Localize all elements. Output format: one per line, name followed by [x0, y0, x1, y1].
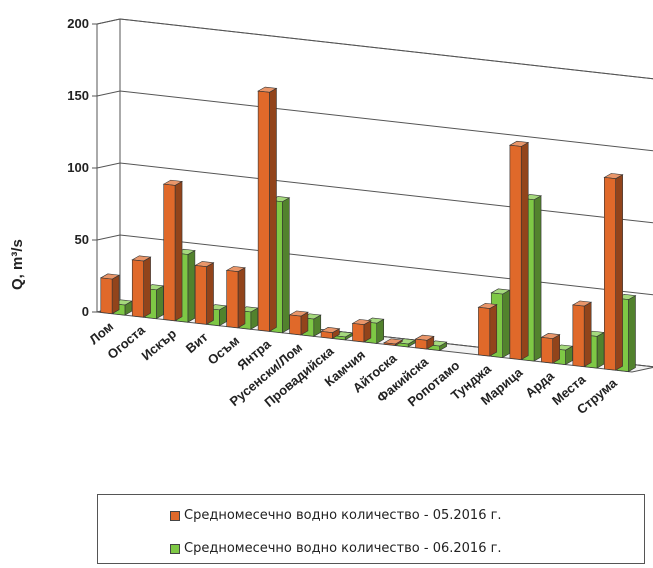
legend-swatch-06-2016	[170, 543, 180, 554]
bar-05-2016	[162, 179, 183, 322]
bar-05-2016	[603, 173, 624, 371]
y-tick-label: 0	[82, 304, 89, 319]
category-label: Лом	[86, 319, 116, 348]
y-tick-label: 100	[67, 160, 89, 175]
bar-05-2016	[383, 338, 404, 346]
bar-05-2016	[540, 333, 561, 364]
gridline	[96, 234, 653, 296]
legend-item-05-2016: Средномесечно водно количество - 05.2016…	[170, 508, 502, 523]
bar-05-2016	[351, 319, 372, 343]
y-axis-ticks: 0 50 100 150 200	[67, 16, 97, 319]
gridline	[96, 18, 653, 80]
y-tick-label: 200	[67, 16, 89, 31]
legend-swatch-05-2016	[170, 510, 180, 521]
bar-05-2016	[414, 334, 435, 350]
y-tick-label: 150	[67, 88, 89, 103]
bars	[99, 86, 637, 373]
bar-05-2016	[320, 327, 341, 339]
gridline	[96, 90, 653, 152]
legend-label-05-2016: Средномесечно водно количество - 05.2016…	[184, 508, 502, 523]
y-axis-label: Q, m³/s	[9, 239, 26, 290]
bar-05-2016	[477, 302, 498, 357]
bar-06-2016	[395, 338, 417, 348]
y-tick-label: 50	[75, 232, 89, 247]
bar-05-2016	[99, 273, 121, 315]
legend-label-06-2016: Средномесечно водно количество - 06.2016…	[184, 541, 502, 556]
bar-05-2016	[194, 261, 215, 325]
legend: Средномесечно водно количество - 05.2016…	[97, 494, 645, 564]
legend-item-06-2016: Средномесечно водно количество - 06.2016…	[170, 541, 502, 556]
bar-05-2016	[225, 266, 246, 329]
gridlines	[96, 18, 653, 368]
bar-05-2016	[288, 310, 309, 336]
bar-05-2016	[508, 140, 530, 361]
category-label: Вит	[183, 329, 211, 356]
bar-05-2016	[257, 86, 278, 332]
bar-05-2016	[571, 300, 593, 368]
bar-05-2016	[131, 255, 152, 318]
gridline	[96, 162, 653, 224]
